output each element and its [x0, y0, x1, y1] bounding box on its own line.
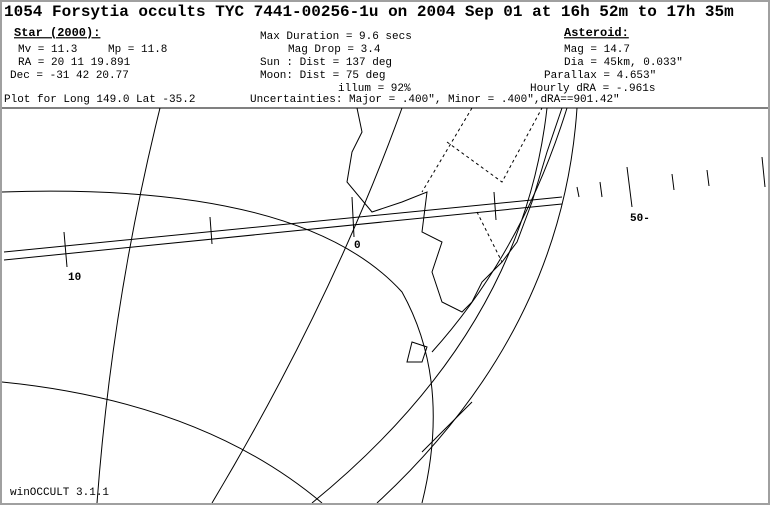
footer: winOCCULT 3.1.1: [10, 487, 109, 499]
map-line: [493, 191, 497, 221]
map-line: [761, 156, 766, 188]
map-line: [209, 216, 213, 245]
duration: Max Duration = 9.6 secs: [260, 31, 412, 43]
path-edge: [3, 196, 563, 253]
latitude-circle: [2, 190, 434, 503]
mag-drop: Mag Drop = 3.4: [288, 44, 381, 56]
time-label: 10: [68, 272, 81, 284]
map-line: [706, 169, 710, 187]
meridian: [211, 107, 403, 503]
time-label: 50-: [630, 213, 650, 225]
time-label: 0: [354, 240, 361, 252]
asteroid-dia: Dia = 45km, 0.033": [564, 57, 683, 69]
map-line: [63, 156, 766, 268]
meridian: [311, 107, 548, 503]
path-edge: [3, 203, 563, 261]
map-line: [626, 166, 633, 208]
coastline: [346, 107, 563, 453]
meridian: [96, 107, 161, 503]
latitude-circle: [2, 381, 323, 503]
uncertainties: Uncertainties: Major = .400", Minor = .4…: [250, 94, 620, 106]
sun: Sun : Dist = 137 deg: [260, 57, 392, 69]
star-dec: Dec = -31 42 20.77: [10, 70, 129, 82]
earth-limb: [376, 107, 578, 503]
centre-line: [431, 107, 568, 353]
map-line: [576, 186, 580, 198]
plot-location: Plot for Long 149.0 Lat -35.2: [4, 94, 195, 106]
map-line: [671, 173, 675, 191]
moon: Moon: Dist = 75 deg: [260, 70, 385, 82]
star-ra: RA = 20 11 19.891: [18, 57, 131, 69]
map-line: [599, 181, 603, 198]
illum: illum = 92%: [338, 83, 411, 95]
asteroid-heading: Asteroid:: [564, 26, 629, 40]
dashed-path: [421, 107, 543, 263]
title: 1054 Forsytia occults TYC 7441-00256-1u …: [4, 3, 734, 21]
star-mv: Mv = 11.3: [18, 44, 77, 56]
hourly-dra: Hourly dRA = -.961s: [530, 83, 655, 95]
map-lines: [2, 107, 766, 503]
parallax: Parallax = 4.653": [544, 70, 656, 82]
map-line: [63, 231, 68, 268]
map-line: [351, 196, 355, 238]
star-heading: Star (2000):: [14, 26, 100, 40]
star-mp: Mp = 11.8: [108, 44, 167, 56]
asteroid-mag: Mag = 14.7: [564, 44, 630, 56]
